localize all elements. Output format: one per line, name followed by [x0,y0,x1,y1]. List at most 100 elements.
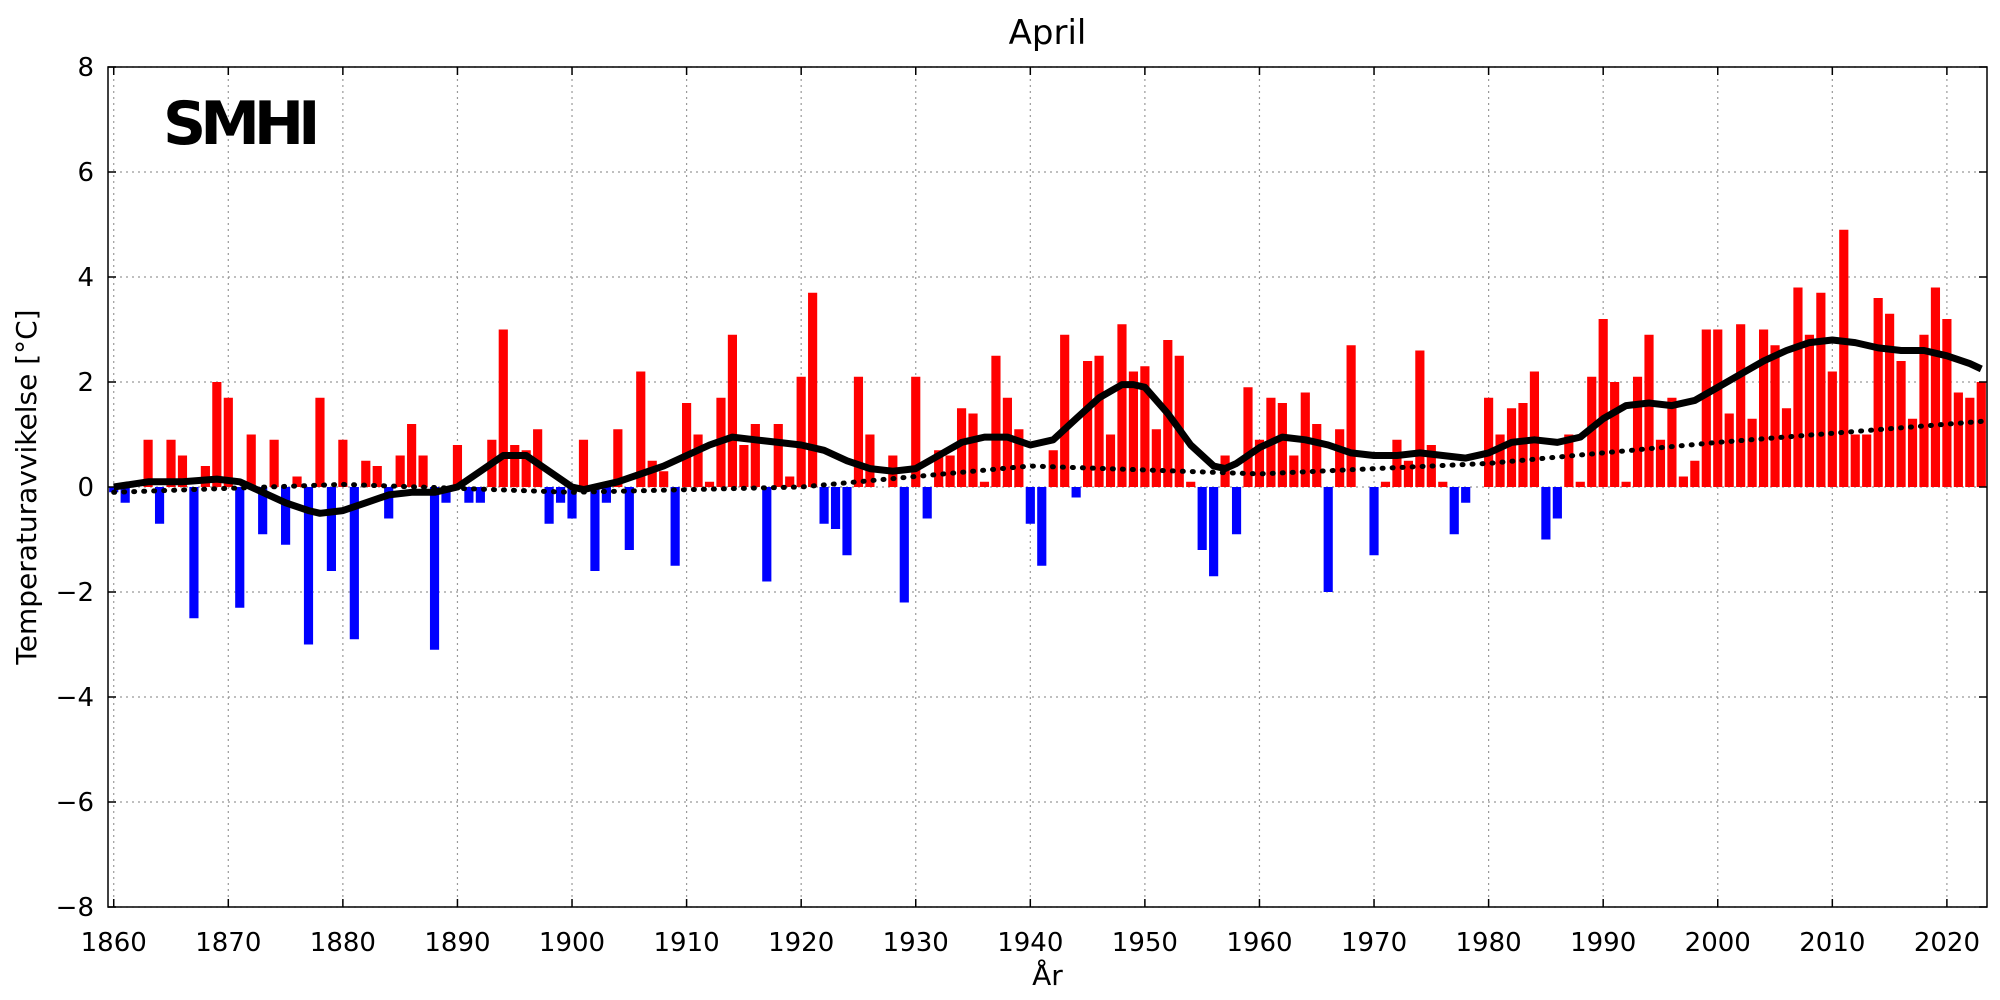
bar [647,460,657,487]
bar [613,429,623,487]
y-tick-label: 4 [77,263,94,293]
bar [911,376,921,487]
bar [819,487,829,524]
bar [303,487,314,645]
bar [1713,329,1723,487]
bar [1415,350,1425,487]
bar [1209,487,1219,577]
y-tick-label: 0 [77,473,94,503]
x-tick-label: 1890 [424,928,490,958]
bar [785,476,795,487]
bar [349,487,359,640]
x-axis-label: År [1032,958,1063,992]
bar [727,334,738,487]
x-tick-label: 2010 [1799,928,1865,958]
bar [143,439,153,487]
bar [1598,319,1608,487]
bar [773,424,783,487]
bar [1655,439,1666,487]
bar [1575,481,1585,487]
bar [1186,481,1196,487]
bar [945,455,955,487]
bar [533,429,543,487]
bar [922,487,932,519]
bar [808,292,818,487]
bar [1564,434,1574,487]
bar [979,481,990,487]
bar [1632,376,1643,487]
bar [1976,382,1986,487]
bar [154,487,165,524]
x-tick-label: 2000 [1685,928,1751,958]
bar [1942,319,1952,487]
bar [1151,429,1161,487]
bar [1083,361,1093,487]
bar [555,487,566,503]
bar [842,487,852,556]
bar [1174,355,1184,487]
bar [1758,329,1769,487]
bar [1117,324,1127,487]
bar [1335,429,1345,487]
x-tick-label: 1960 [1226,928,1292,958]
bar [762,487,772,582]
bar [1678,476,1688,487]
y-tick-label: 2 [77,368,94,398]
bar [1484,397,1494,487]
bar [1323,487,1333,592]
bar [1839,229,1849,487]
bar [1461,487,1471,503]
bar [1862,434,1872,487]
bar [1907,418,1918,487]
bar [1002,397,1012,487]
x-tick-label: 1990 [1570,928,1636,958]
bar [1312,424,1322,487]
bar [441,487,451,503]
bar [1541,487,1551,540]
bar [372,466,382,487]
bar [407,424,417,487]
bar [166,439,176,487]
bar [1885,313,1895,487]
bar [475,487,485,503]
y-tick-label: −6 [56,788,94,818]
bar [177,455,188,487]
bar [1346,345,1356,487]
bar [326,487,337,571]
x-tick-label: 1930 [883,928,949,958]
bar [418,455,428,487]
smooth-line [113,336,1983,517]
bar [1644,334,1654,487]
y-axis-label: Temperaturavvikelse [°C] [10,309,43,665]
bar [223,397,233,487]
bar [384,487,394,519]
bar [1369,487,1379,556]
bar [1701,329,1711,487]
bar [212,382,222,487]
bar [1060,334,1070,487]
bar [682,403,692,487]
bar [1873,298,1883,487]
bar [853,376,864,487]
bar [693,434,703,487]
x-tick-label: 1860 [81,928,147,958]
bar [395,455,405,487]
bar [338,439,348,487]
bar [1254,439,1265,487]
bar [235,487,245,608]
bar [1816,292,1826,487]
bar [1965,397,1975,487]
bar [1667,397,1677,487]
bar [315,397,325,487]
bar [1403,460,1413,487]
y-axis-ticks: −8 −6 −4 −2 0 2 4 6 8 [56,53,1987,923]
bar [670,487,680,566]
y-tick-label: −8 [56,893,94,923]
bar [189,487,199,619]
chart-title: April [1009,13,1087,53]
bar [1896,361,1906,487]
bar [510,445,520,487]
bar [1518,403,1528,487]
bars [109,229,1986,650]
bar [1128,371,1139,487]
